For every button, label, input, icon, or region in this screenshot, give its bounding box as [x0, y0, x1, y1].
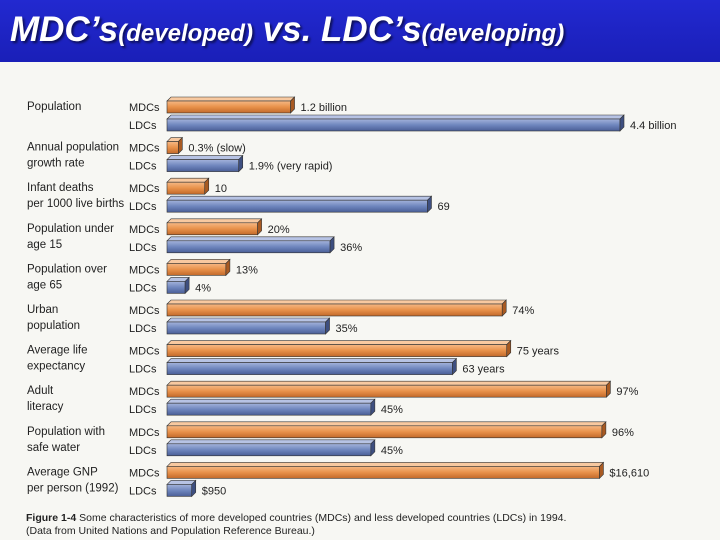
category-label: per 1000 live births [27, 198, 124, 210]
bar-ldc [166, 439, 376, 457]
series-label-ldc: LDCs [129, 242, 157, 254]
category-label: Infant deaths [27, 182, 94, 194]
category-label: population [27, 320, 80, 332]
title-bar: MDC’s(developed) vs. LDC’s(developing) [0, 0, 720, 62]
category-label: Population [27, 101, 81, 113]
category-label: Annual population [27, 142, 119, 154]
series-label-mdc: MDCs [129, 183, 160, 195]
series-label-ldc: LDCs [129, 201, 157, 213]
category-label: age 65 [27, 279, 62, 291]
category-label: Urban [27, 304, 58, 316]
bar-mdc [166, 380, 612, 398]
series-label-ldc: LDCs [129, 161, 157, 173]
bar-mdc [166, 258, 231, 277]
category-label: age 15 [27, 239, 62, 251]
data-label-mdc: 10 [215, 183, 227, 195]
bar-ldc [166, 317, 331, 335]
series-label-mdc: MDCs [129, 427, 160, 439]
bar-ldc [166, 398, 376, 416]
bar-ldc [166, 114, 625, 132]
category-label: Adult [27, 385, 54, 397]
data-label-ldc: 1.9% (very rapid) [249, 161, 333, 173]
title-developed: (developed) [118, 20, 253, 47]
category-label: growth rate [27, 158, 85, 170]
category-label: Population with [27, 426, 105, 438]
bar-mdc [166, 218, 263, 236]
bar-ldc [166, 479, 197, 498]
category-label: per person (1992) [27, 482, 119, 494]
caption-text: Some characteristics of more developed c… [26, 512, 567, 537]
category-label: Average GNP [27, 466, 98, 478]
slide-title: MDC’s(developed) vs. LDC’s(developing) [10, 10, 564, 50]
data-label-ldc: 45% [381, 404, 403, 416]
data-label-mdc: 74% [512, 305, 534, 317]
bar-ldc [166, 357, 458, 376]
series-label-mdc: MDCs [129, 386, 160, 398]
category-label: expectancy [27, 361, 85, 373]
bar-mdc [166, 461, 605, 480]
series-label-mdc: MDCs [129, 102, 160, 114]
series-label-mdc: MDCs [129, 224, 160, 236]
bar-ldc [166, 195, 433, 213]
bar-mdc [166, 136, 184, 155]
bar-mdc [166, 339, 512, 358]
series-label-ldc: LDCs [129, 445, 157, 457]
bar-ldc [166, 236, 335, 254]
title-ldc: vs. LDC’s [252, 10, 422, 49]
series-label-ldc: LDCs [129, 364, 157, 376]
series-label-ldc: LDCs [129, 404, 157, 416]
title-mdc: MDC’s [10, 10, 119, 49]
data-label-ldc: 45% [381, 445, 403, 457]
data-label-ldc: 63 years [462, 364, 505, 376]
series-label-mdc: MDCs [129, 264, 160, 276]
category-label: safe water [27, 442, 80, 454]
category-label: Population under [27, 223, 114, 235]
category-label: Population over [27, 263, 107, 275]
data-label-mdc: 75 years [517, 346, 560, 358]
data-label-mdc: 13% [236, 264, 258, 276]
data-label-ldc: 69 [437, 201, 449, 213]
data-label-mdc: 0.3% (slow) [188, 143, 245, 155]
bar-mdc [166, 96, 296, 114]
series-label-ldc: LDCs [129, 323, 157, 335]
data-label-mdc: $16,610 [609, 467, 649, 479]
series-label-mdc: MDCs [129, 143, 160, 155]
data-label-mdc: 97% [616, 386, 638, 398]
title-developing: (developing) [421, 20, 565, 47]
bar-mdc [166, 299, 507, 317]
bar-mdc [166, 177, 210, 195]
series-label-mdc: MDCs [129, 346, 160, 358]
figure-caption: Figure 1-4 Some characteristics of more … [26, 512, 586, 538]
data-label-mdc: 1.2 billion [301, 102, 347, 114]
data-label-mdc: 96% [612, 427, 634, 439]
data-label-ldc: 35% [336, 323, 358, 335]
series-label-ldc: LDCs [129, 282, 157, 294]
series-label-ldc: LDCs [129, 485, 157, 497]
bar-ldc [166, 154, 244, 173]
data-label-mdc: 20% [268, 224, 290, 236]
bar-ldc [166, 276, 190, 295]
series-label-mdc: MDCs [129, 467, 160, 479]
category-label: Average life [27, 345, 88, 357]
series-label-ldc: LDCs [129, 120, 157, 132]
bar-mdc [166, 421, 607, 439]
series-label-mdc: MDCs [129, 305, 160, 317]
data-label-ldc: 4.4 billion [630, 120, 676, 132]
caption-figure-label: Figure 1-4 [26, 512, 77, 524]
data-label-ldc: 4% [195, 282, 211, 294]
category-label: literacy [27, 401, 64, 413]
data-label-ldc: $950 [202, 485, 226, 497]
data-label-ldc: 36% [340, 242, 362, 254]
